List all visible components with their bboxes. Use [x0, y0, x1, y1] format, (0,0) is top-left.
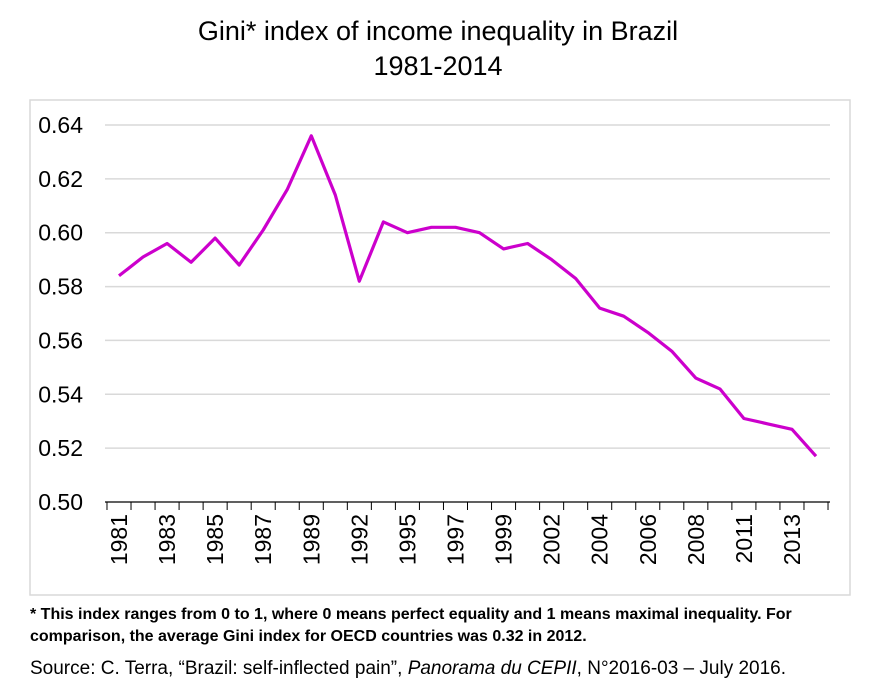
y-tick-label: 0.58	[38, 274, 83, 300]
y-tick-label: 0.54	[38, 381, 83, 407]
y-tick-label: 0.56	[38, 327, 83, 353]
x-tick-label: 2002	[539, 514, 565, 565]
series-line	[118, 134, 818, 458]
x-tick-label: 1983	[154, 514, 180, 565]
x-tick-label: 2004	[587, 514, 613, 565]
y-axis: 0.50 0.52 0.54 0.56 0.58 0.60 0.62 0.64	[38, 112, 83, 515]
x-tick-label: 2011	[731, 514, 757, 563]
source-citation: Source: C. Terra, “Brazil: self-inflecte…	[30, 656, 870, 682]
chart-frame	[29, 99, 851, 596]
y-tick-label: 0.64	[38, 112, 83, 138]
line-chart: 0.500.520.540.560.580.600.620.64 1981 198…	[29, 99, 851, 596]
x-tick-label: 1985	[202, 514, 228, 565]
x-tick-label: 2006	[635, 514, 661, 565]
chart-subtitle: 1981-2014	[373, 51, 503, 81]
source-publication: Panorama du CEPII	[407, 658, 577, 679]
y-tick-label: 0.50	[38, 489, 83, 515]
y-tick-label: 0.52	[38, 435, 83, 461]
source-prefix: Source: C. Terra, “Brazil: self-inflecte…	[30, 658, 408, 679]
y-tick-label: 0.60	[38, 220, 83, 246]
chart-area: 0.50 0.52 0.54 0.56 0.58 0.60 0.62 0.64 1981 198…	[29, 99, 851, 596]
x-tick-label: 2008	[683, 514, 709, 565]
series-group	[118, 134, 818, 458]
x-tick-label: 1999	[491, 514, 517, 565]
chart-title-block: Gini* index of income inequality in Braz…	[0, 14, 876, 84]
x-tick-label: 1981	[106, 514, 132, 565]
y-tick-label: 0.62	[38, 166, 83, 192]
x-tick-labels: 1981 1983 1985 1987 1989 1992 1995 1997 1999 2002…	[106, 514, 805, 565]
x-tick-label: 1992	[346, 514, 372, 565]
x-tick-label: 1987	[250, 514, 276, 565]
grid-lines	[105, 124, 830, 449]
x-tick-label: 2013	[779, 514, 805, 565]
footnote: * This index ranges from 0 to 1, where 0…	[30, 606, 792, 645]
x-tick-label: 1995	[394, 514, 420, 565]
chart-title: Gini* index of income inequality in Braz…	[197, 16, 679, 46]
x-tick-label: 1989	[298, 514, 324, 565]
source-suffix: , N°2016-03 – July 2016.	[576, 658, 787, 679]
x-tick-label: 1997	[442, 514, 468, 565]
x-axis	[105, 501, 830, 510]
